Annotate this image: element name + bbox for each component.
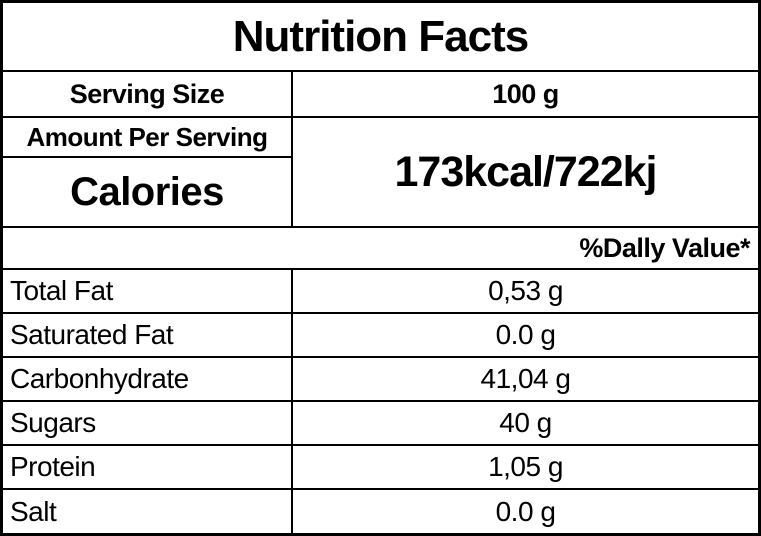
nutrient-name: Salt	[10, 495, 57, 527]
nutrient-value-cell: 1,05 g	[291, 446, 758, 488]
table-row-salt: Salt 0.0 g	[3, 488, 758, 533]
nutrient-name: Protein	[10, 451, 96, 482]
nutrient-value: 0,53 g	[488, 275, 563, 306]
serving-size-value: 100 g	[492, 78, 559, 109]
nutrient-name: Sugars	[10, 407, 96, 438]
nutrient-name-cell: Total Fat	[3, 270, 291, 312]
nutrient-value: 1,05 g	[488, 451, 563, 482]
table-row-sugars: Sugars 40 g	[3, 400, 758, 444]
calories-label: Calories	[70, 169, 224, 214]
table-row-total-fat: Total Fat 0,53 g	[3, 268, 758, 312]
amount-per-serving-label: Amount Per Serving	[26, 121, 268, 152]
calories-left-column: Amount Per Serving Calories	[3, 118, 291, 226]
nutrient-name: Carbonhydrate	[10, 363, 189, 394]
calories-section: Amount Per Serving Calories 173kcal/722k…	[3, 116, 758, 226]
calories-value-cell: 173kcal/722kj	[291, 118, 758, 226]
nutrient-name: Total Fat	[10, 275, 113, 306]
calories-label-cell: Calories	[3, 158, 291, 226]
nutrient-value: 41,04 g	[480, 363, 571, 394]
daily-value-header: %Dally Value*	[579, 232, 750, 263]
table-row-protein: Protein 1,05 g	[3, 444, 758, 488]
table-row-carbonhydrate: Carbonhydrate 41,04 g	[3, 356, 758, 400]
nutrient-value-cell: 41,04 g	[291, 358, 758, 400]
nutrient-name-cell: Protein	[3, 446, 291, 488]
amount-per-serving-cell: Amount Per Serving	[3, 118, 291, 158]
page-title: Nutrition Facts	[232, 11, 529, 61]
serving-size-label: Serving Size	[69, 78, 225, 109]
serving-size-label-cell: Serving Size	[3, 72, 291, 116]
nutrient-value-cell: 0.0 g	[291, 314, 758, 356]
calories-value: 173kcal/722kj	[394, 147, 658, 196]
nutrient-name: Saturated Fat	[10, 319, 174, 350]
nutrient-name-cell: Salt	[3, 490, 291, 533]
title-row: Nutrition Facts	[3, 3, 758, 70]
serving-size-value-cell: 100 g	[291, 72, 758, 116]
nutrient-value: 40 g	[499, 407, 552, 438]
nutrient-value-cell: 0.0 g	[291, 490, 758, 533]
nutrient-name-cell: Carbonhydrate	[3, 358, 291, 400]
table-row-saturated-fat: Saturated Fat 0.0 g	[3, 312, 758, 356]
daily-value-header-row: %Dally Value*	[3, 226, 758, 268]
nutrient-value: 0.0 g	[495, 495, 556, 527]
serving-size-row: Serving Size 100 g	[3, 70, 758, 116]
nutrient-name-cell: Sugars	[3, 402, 291, 444]
nutrient-value-cell: 0,53 g	[291, 270, 758, 312]
nutrient-value: 0.0 g	[495, 319, 556, 350]
nutrient-value-cell: 40 g	[291, 402, 758, 444]
nutrient-name-cell: Saturated Fat	[3, 314, 291, 356]
